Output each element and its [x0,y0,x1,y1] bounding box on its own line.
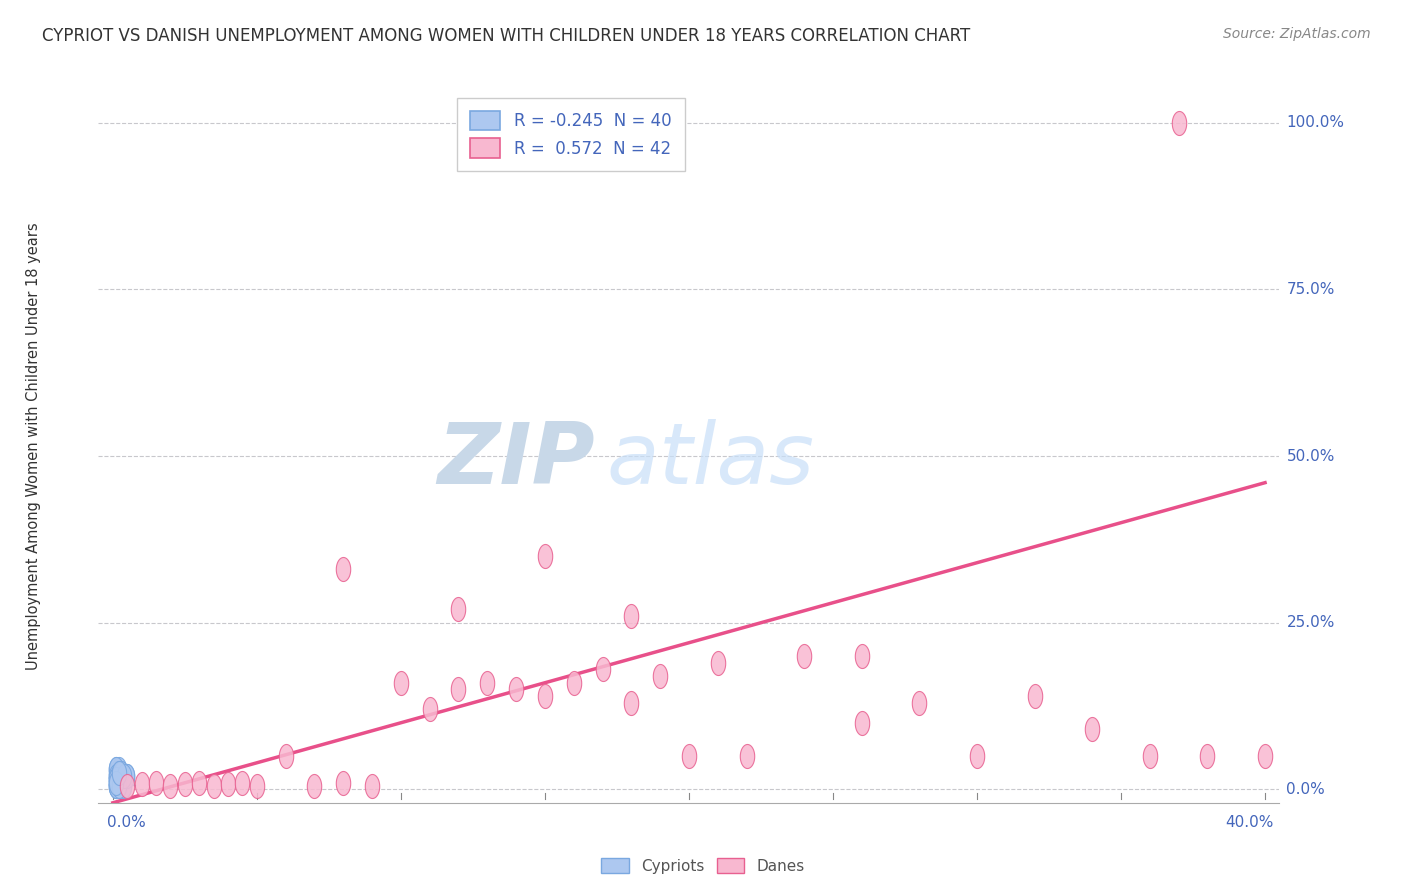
Point [908,696,931,710]
Point [110,765,132,780]
Point [104,779,127,793]
Point [110,776,132,790]
Point [107,779,129,793]
Point [112,779,135,793]
Text: atlas: atlas [606,418,814,502]
Point [104,779,127,793]
Point [505,682,527,697]
Point [231,776,253,790]
Point [112,772,135,787]
Text: Source: ZipAtlas.com: Source: ZipAtlas.com [1223,27,1371,41]
Point [107,776,129,790]
Point [110,772,132,787]
Legend: Cypriots, Danes: Cypriots, Danes [595,852,811,880]
Point [332,562,354,576]
Point [110,772,132,787]
Point [107,779,129,793]
Point [145,776,167,790]
Point [332,776,354,790]
Point [115,779,138,793]
Point [1024,689,1046,703]
Text: Unemployment Among Women with Children Under 18 years: Unemployment Among Women with Children U… [25,222,41,670]
Point [246,779,269,793]
Point [107,763,129,777]
Point [274,749,297,764]
Point [304,779,326,793]
Point [107,776,129,790]
Point [159,779,181,793]
Point [706,656,728,670]
Text: ZIP: ZIP [437,418,595,502]
Point [188,776,211,790]
Point [447,602,470,616]
Point [650,669,672,683]
Point [104,772,127,787]
Point [735,749,758,764]
Point [678,749,700,764]
Text: 0.0%: 0.0% [107,814,146,830]
Point [107,769,129,783]
Point [361,779,384,793]
Point [104,765,127,780]
Point [1081,723,1104,737]
Point [107,779,129,793]
Point [851,715,873,730]
Point [104,772,127,787]
Text: 50.0%: 50.0% [1286,449,1334,464]
Point [104,776,127,790]
Point [110,765,132,780]
Point [107,765,129,780]
Point [966,749,988,764]
Point [107,765,129,780]
Point [1139,749,1161,764]
Point [107,765,129,780]
Point [1197,749,1219,764]
Point [112,769,135,783]
Text: 75.0%: 75.0% [1286,282,1334,297]
Point [112,779,135,793]
Text: 40.0%: 40.0% [1225,814,1274,830]
Text: CYPRIOT VS DANISH UNEMPLOYMENT AMONG WOMEN WITH CHILDREN UNDER 18 YEARS CORRELAT: CYPRIOT VS DANISH UNEMPLOYMENT AMONG WOM… [42,27,970,45]
Point [217,777,239,791]
Point [115,769,138,783]
Point [1167,115,1189,129]
Point [104,769,127,783]
Point [104,763,127,777]
Point [477,675,499,690]
Point [104,776,127,790]
Text: 100.0%: 100.0% [1286,115,1344,130]
Point [592,662,614,676]
Point [202,779,225,793]
Point [107,765,129,780]
Legend: R = -0.245  N = 40, R =  0.572  N = 42: R = -0.245 N = 40, R = 0.572 N = 42 [457,97,685,171]
Point [419,702,441,716]
Point [534,689,557,703]
Point [620,696,643,710]
Point [131,777,153,791]
Point [107,772,129,787]
Point [104,763,127,777]
Point [851,649,873,664]
Point [389,675,412,690]
Point [110,769,132,783]
Point [115,769,138,783]
Point [534,549,557,563]
Text: 0.0%: 0.0% [1286,782,1326,797]
Point [620,609,643,624]
Point [562,675,585,690]
Point [104,772,127,787]
Point [447,682,470,697]
Point [107,776,129,790]
Point [104,779,127,793]
Point [793,649,815,664]
Point [104,776,127,790]
Point [104,769,127,783]
Point [1254,749,1277,764]
Point [173,777,195,791]
Text: 25.0%: 25.0% [1286,615,1334,631]
Point [110,776,132,790]
